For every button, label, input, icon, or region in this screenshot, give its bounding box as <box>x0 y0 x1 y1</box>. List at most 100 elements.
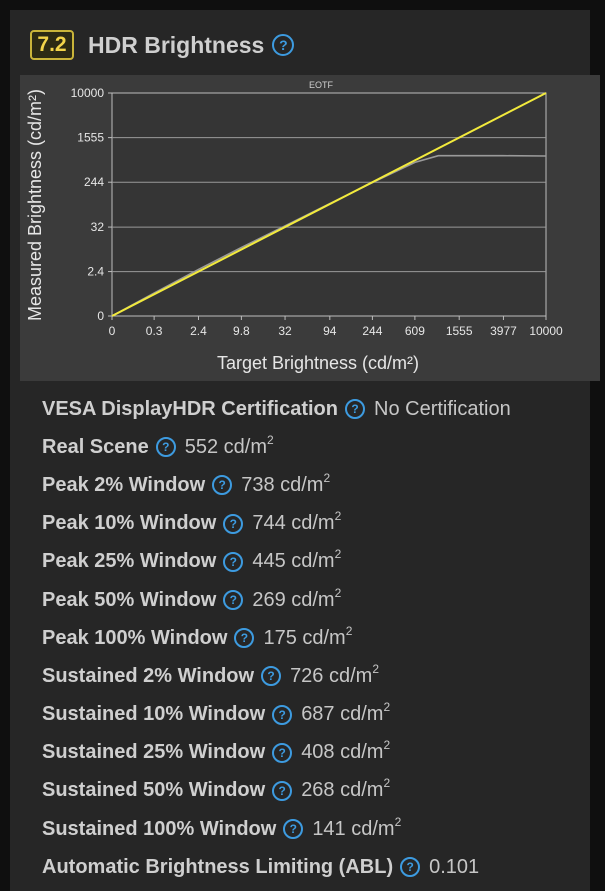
question-circle-icon[interactable]: ? <box>155 437 176 458</box>
unit-exponent: 2 <box>334 509 342 524</box>
question-circle-icon[interactable]: ? <box>272 34 295 56</box>
section-header: 7.2 HDR Brightness ? <box>30 28 295 62</box>
x-tick-label: 0 <box>109 324 116 338</box>
question-circle-icon[interactable]: ? <box>400 857 421 878</box>
question-circle-icon[interactable]: ? <box>283 819 304 840</box>
measurement-label: Automatic Brightness Limiting (ABL) <box>42 855 394 878</box>
measurement-value-text: 726 cd/m <box>290 664 373 687</box>
measurement-label: Sustained 100% Window <box>42 817 277 840</box>
y-tick-labels: 0 2.4 32 244 1555 10000 <box>71 86 112 323</box>
question-circle-icon[interactable]: ? <box>272 742 293 763</box>
measurement-value-text: 269 cd/m <box>252 588 335 611</box>
question-circle-icon[interactable]: ? <box>261 666 282 687</box>
measurement-row: Peak 50% Window? 269 cd/m2 <box>42 581 511 619</box>
unit-exponent: 2 <box>334 547 342 562</box>
measurement-row: Sustained 50% Window? 268 cd/m2 <box>42 772 511 810</box>
x-axis-label: Target Brightness (cd/m²) <box>217 353 419 373</box>
unit-exponent: 2 <box>372 661 380 676</box>
measurement-row: Sustained 25% Window? 408 cd/m2 <box>42 734 511 772</box>
measurement-value-text: 445 cd/m <box>252 550 335 573</box>
eotf-chart: 0 2.4 32 244 1555 10000 0 0.3 2.4 9.8 32 94 244 609 1… <box>20 75 600 381</box>
x-tick-label: 244 <box>362 324 382 338</box>
measurement-row: Peak 100% Window? 175 cd/m2 <box>42 619 511 657</box>
x-tick-label: 2.4 <box>190 324 207 338</box>
question-circle-icon[interactable]: ? <box>272 780 293 801</box>
measurement-value-text: 0.101 <box>429 855 480 878</box>
x-tick-label: 0.3 <box>146 324 163 338</box>
measurement-label: Sustained 25% Window <box>42 741 266 764</box>
x-tick-label: 3977 <box>490 324 517 338</box>
measurement-list: VESA DisplayHDR Certification? No Certifi… <box>42 390 511 886</box>
measurement-value: 738 cd/m2 <box>241 470 331 497</box>
measurement-value-text: No Certification <box>374 397 511 420</box>
question-circle-icon[interactable]: ? <box>223 590 244 611</box>
section-title: HDR Brightness <box>88 31 265 58</box>
measurement-value: 269 cd/m2 <box>252 585 342 612</box>
measurement-value: 141 cd/m2 <box>312 814 402 841</box>
question-circle-icon[interactable]: ? <box>272 704 293 725</box>
score-badge: 7.2 <box>30 30 74 60</box>
measurement-label: VESA DisplayHDR Certification <box>42 397 338 420</box>
measurement-row: Automatic Brightness Limiting (ABL)? 0.10… <box>42 848 511 886</box>
unit-exponent: 2 <box>334 585 342 600</box>
measurement-value-text: 408 cd/m <box>301 741 384 764</box>
measurement-value-text: 552 cd/m <box>184 435 267 458</box>
measurement-row: Peak 2% Window? 738 cd/m2 <box>42 466 511 504</box>
y-axis-label: Measured Brightness (cd/m²) <box>25 89 45 321</box>
unit-exponent: 2 <box>323 470 331 485</box>
measurement-row: Sustained 2% Window? 726 cd/m2 <box>42 657 511 695</box>
question-circle-icon[interactable]: ? <box>223 551 244 572</box>
measurement-label: Peak 10% Window <box>42 512 217 535</box>
measurement-value: 744 cd/m2 <box>252 509 342 535</box>
x-tick-label: 9.8 <box>233 324 250 338</box>
eotf-chart-svg: 0 2.4 32 244 1555 10000 0 0.3 2.4 9.8 32 94 244 609 1… <box>25 80 563 373</box>
measurement-label: Sustained 10% Window <box>42 703 266 726</box>
measurement-row: Peak 10% Window? 744 cd/m2 <box>42 505 511 543</box>
question-circle-icon[interactable]: ? <box>212 475 233 496</box>
unit-exponent: 2 <box>394 814 402 829</box>
y-tick-label: 2.4 <box>87 265 104 279</box>
measurement-row: Sustained 100% Window? 141 cd/m2 <box>42 810 511 848</box>
measurement-row: Real Scene? 552 cd/m2 <box>42 428 511 466</box>
unit-exponent: 2 <box>383 700 391 715</box>
measurement-row: VESA DisplayHDR Certification? No Certifi… <box>42 390 511 428</box>
measurement-value: 0.101 <box>429 856 479 879</box>
y-tick-label: 0 <box>97 309 104 323</box>
target-line <box>111 92 547 317</box>
x-tick-label: 32 <box>278 324 292 338</box>
measurement-value: 726 cd/m2 <box>290 661 380 688</box>
measurement-value: 268 cd/m2 <box>301 776 391 802</box>
measurement-value: 445 cd/m2 <box>252 547 342 573</box>
question-circle-icon[interactable]: ? <box>234 628 255 649</box>
measurement-label: Real Scene <box>42 435 149 458</box>
unit-exponent: 2 <box>345 623 353 638</box>
hdr-brightness-panel: 7.2 HDR Brightness ? 0 2.4 32 244 1555 10000 … <box>10 10 600 891</box>
x-tick-label: 10000 <box>529 324 563 338</box>
measurement-row: Peak 25% Window? 445 cd/m2 <box>42 543 511 581</box>
question-circle-icon[interactable]: ? <box>223 513 244 534</box>
measurement-label: Peak 25% Window <box>42 550 217 573</box>
series-group <box>111 92 547 317</box>
unit-exponent: 2 <box>383 776 391 791</box>
y-tick-label: 244 <box>84 175 104 189</box>
measurement-value-text: 738 cd/m <box>241 473 324 496</box>
measurement-value-text: 744 cd/m <box>252 512 335 535</box>
unit-exponent: 2 <box>267 432 274 447</box>
unit-exponent: 2 <box>383 738 391 753</box>
x-tick-label: 94 <box>323 324 337 338</box>
x-tick-labels: 0 0.3 2.4 9.8 32 94 244 609 1555 3977 10000 <box>109 316 563 338</box>
gridlines <box>112 137 546 273</box>
measurement-label: Peak 50% Window <box>42 588 217 611</box>
x-tick-label: 609 <box>405 324 425 338</box>
measurement-label: Peak 100% Window <box>42 626 228 649</box>
measurement-value-text: 141 cd/m <box>312 817 395 840</box>
measurement-value: 175 cd/m2 <box>263 623 353 650</box>
y-tick-label: 32 <box>91 220 105 234</box>
measurement-value-text: 268 cd/m <box>301 779 384 802</box>
measurement-value: 552 cd/m2 <box>184 432 274 459</box>
measurement-value-text: 175 cd/m <box>263 626 346 649</box>
measurement-label: Sustained 2% Window <box>42 664 255 687</box>
chart-title: EOTF <box>309 80 334 90</box>
measurement-label: Peak 2% Window <box>42 473 206 496</box>
question-circle-icon[interactable]: ? <box>345 399 365 420</box>
